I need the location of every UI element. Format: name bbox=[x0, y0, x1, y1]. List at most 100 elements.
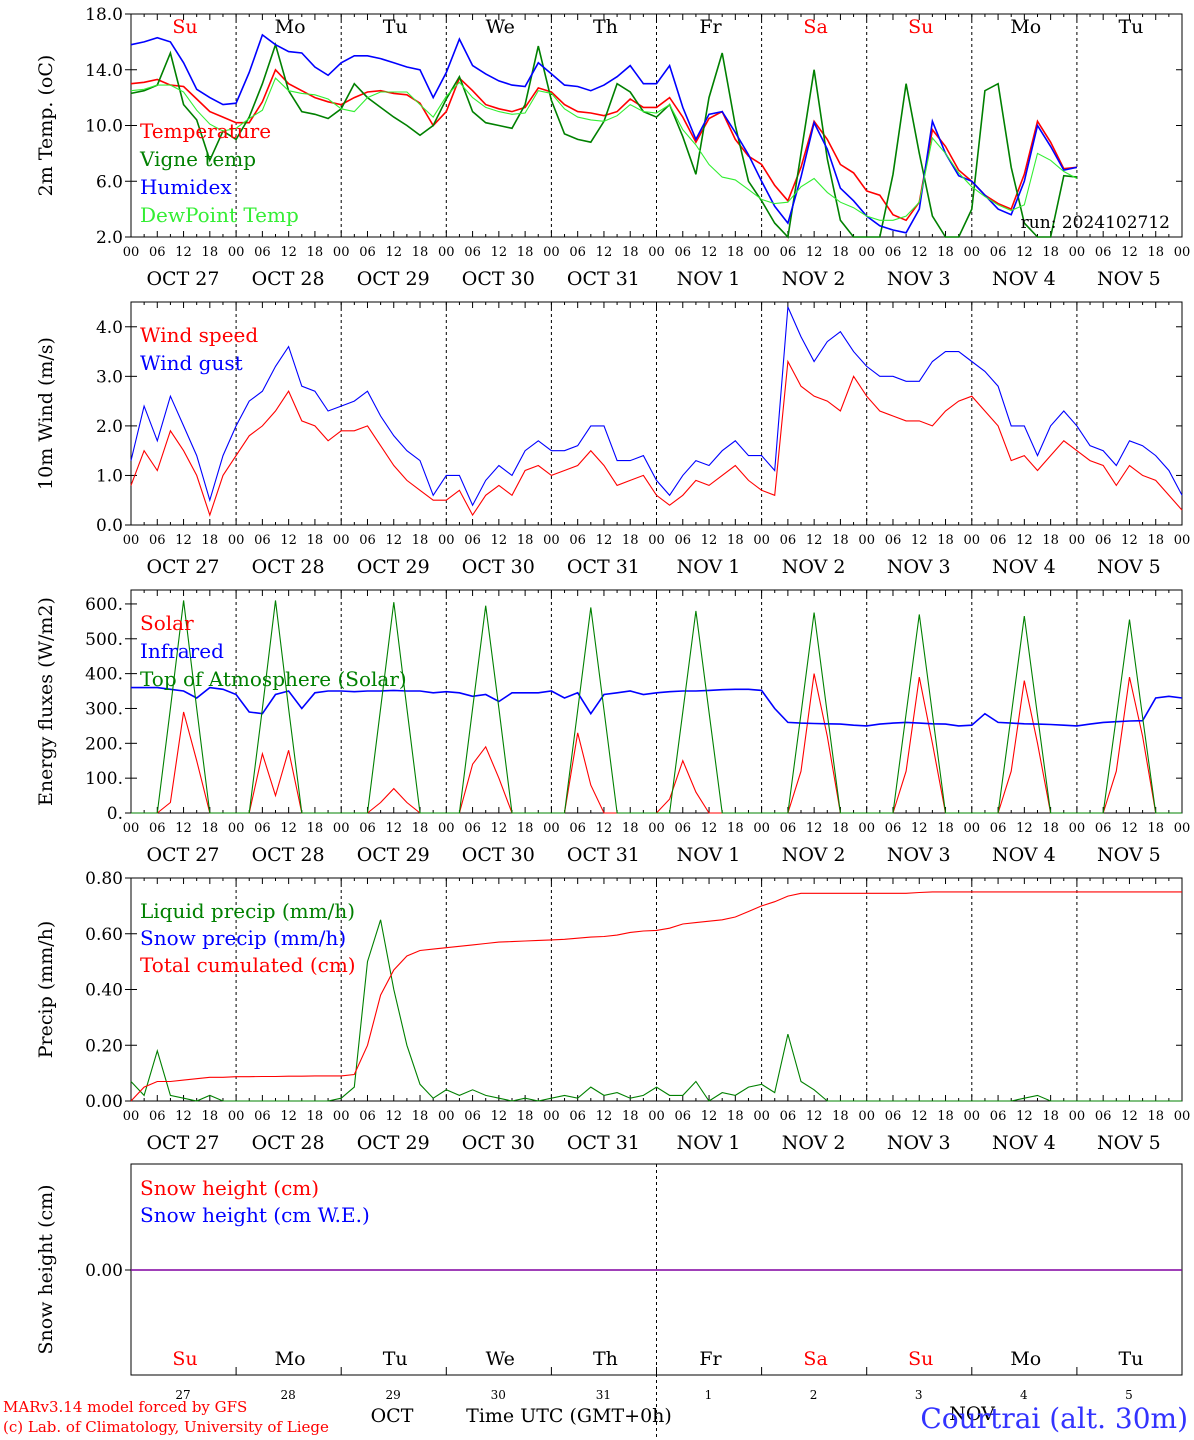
hour-tick-label: 12 bbox=[806, 533, 823, 548]
hour-tick-label: 00 bbox=[753, 533, 770, 548]
legend-entry: DewPoint Temp bbox=[140, 203, 299, 227]
hour-tick-label: 12 bbox=[911, 245, 928, 260]
hour-tick-label: 18 bbox=[1042, 245, 1059, 260]
y-axis-label: 2m Temp. (oC) bbox=[35, 55, 57, 197]
day-label: OCT 29 bbox=[357, 844, 430, 866]
hour-tick-label: 12 bbox=[175, 533, 192, 548]
y-axis-label: 10m Wind (m/s) bbox=[35, 337, 57, 490]
hour-tick-label: 12 bbox=[911, 533, 928, 548]
hour-tick-label: 12 bbox=[701, 533, 718, 548]
hour-tick-label: 00 bbox=[648, 245, 665, 260]
hour-tick-label: 00 bbox=[753, 1109, 770, 1124]
hour-tick-label: 00 bbox=[1069, 533, 1086, 548]
model-credit: MARv3.14 model forced by GFS bbox=[3, 1398, 247, 1416]
y-tick-label: 300. bbox=[85, 699, 123, 719]
y-tick-label: 10.0 bbox=[85, 117, 123, 137]
day-label: OCT 30 bbox=[462, 556, 535, 578]
series-line-1 bbox=[130, 68, 1077, 222]
hour-tick-label: 06 bbox=[675, 533, 692, 548]
hour-tick-label: 00 bbox=[123, 821, 140, 836]
hour-tick-label: 00 bbox=[1069, 821, 1086, 836]
weekday-label: Su bbox=[908, 16, 933, 38]
hour-tick-label: 18 bbox=[1042, 533, 1059, 548]
legend-entry: Liquid precip (mm/h) bbox=[140, 899, 355, 923]
y-axis-label: Snow height (cm) bbox=[35, 1184, 57, 1354]
y-tick-label: 0.60 bbox=[85, 925, 123, 945]
hour-tick-label: 00 bbox=[964, 533, 981, 548]
hour-tick-label: 00 bbox=[1174, 533, 1191, 548]
day-label: OCT 31 bbox=[567, 844, 640, 866]
y-tick-label: 2.0 bbox=[96, 417, 123, 437]
hour-tick-label: 00 bbox=[438, 821, 455, 836]
hour-tick-label: 18 bbox=[832, 533, 849, 548]
hour-tick-label: 12 bbox=[911, 1109, 928, 1124]
hour-tick-label: 12 bbox=[491, 245, 508, 260]
x-axis-label: Time UTC (GMT+0h) bbox=[466, 1405, 672, 1427]
hour-tick-label: 00 bbox=[543, 533, 560, 548]
day-label: OCT 27 bbox=[146, 268, 219, 290]
hour-tick-label: 00 bbox=[333, 245, 350, 260]
legend-entry: Snow precip (mm/h) bbox=[140, 926, 346, 950]
hour-tick-label: 00 bbox=[964, 245, 981, 260]
series-line-2 bbox=[130, 306, 1183, 507]
legend-entry: Solar bbox=[140, 611, 194, 635]
day-number: 3 bbox=[915, 1388, 923, 1402]
weekday-label: Tu bbox=[383, 16, 408, 38]
day-label: OCT 28 bbox=[252, 556, 325, 578]
y-tick-label: 0.0 bbox=[96, 516, 123, 536]
day-label: OCT 31 bbox=[567, 268, 640, 290]
weekday-label: Sa bbox=[803, 1348, 827, 1370]
day-label: NOV 3 bbox=[887, 268, 951, 290]
y-axis-label: Energy fluxes (W/m2) bbox=[35, 597, 57, 806]
day-label: OCT 29 bbox=[357, 1132, 430, 1154]
hour-tick-label: 06 bbox=[885, 1109, 902, 1124]
hour-tick-label: 18 bbox=[517, 1109, 534, 1124]
hour-tick-label: 00 bbox=[858, 245, 875, 260]
hour-tick-label: 00 bbox=[1069, 1109, 1086, 1124]
hour-tick-label: 12 bbox=[385, 1109, 402, 1124]
day-number: 2 bbox=[810, 1388, 818, 1402]
hour-tick-label: 12 bbox=[175, 821, 192, 836]
weekday-label: We bbox=[486, 16, 515, 38]
hour-tick-label: 18 bbox=[937, 1109, 954, 1124]
hour-tick-label: 18 bbox=[622, 1109, 639, 1124]
hour-tick-label: 12 bbox=[701, 821, 718, 836]
y-tick-label: 6.0 bbox=[96, 172, 123, 192]
hour-tick-label: 00 bbox=[333, 821, 350, 836]
day-label: NOV 1 bbox=[677, 844, 741, 866]
hour-tick-label: 06 bbox=[1095, 821, 1112, 836]
hour-tick-label: 18 bbox=[307, 1109, 324, 1124]
chart-panel-1: 00 06 12 18 00 06 12 18 00 06 12 18 00 06 12 18 00 06 12 18… bbox=[35, 5, 1190, 290]
legend-entry: Temperature bbox=[140, 119, 271, 143]
weekday-label: Th bbox=[593, 1348, 618, 1370]
hour-tick-label: 00 bbox=[1174, 245, 1191, 260]
hour-tick-label: 18 bbox=[937, 533, 954, 548]
hour-tick-label: 06 bbox=[359, 1109, 376, 1124]
y-tick-label: 0.40 bbox=[85, 981, 123, 1001]
hour-tick-label: 06 bbox=[254, 245, 271, 260]
hour-tick-label: 12 bbox=[1016, 821, 1033, 836]
hour-tick-label: 12 bbox=[175, 1109, 192, 1124]
day-label: OCT 30 bbox=[462, 1132, 535, 1154]
hour-tick-label: 18 bbox=[622, 245, 639, 260]
hour-tick-label: 18 bbox=[412, 821, 429, 836]
hour-tick-label: 06 bbox=[149, 245, 166, 260]
legend-entry: Wind speed bbox=[140, 323, 258, 347]
day-label: OCT 30 bbox=[462, 268, 535, 290]
hour-tick-label: 12 bbox=[491, 1109, 508, 1124]
day-label: NOV 4 bbox=[992, 268, 1056, 290]
hour-tick-label: 06 bbox=[990, 1109, 1007, 1124]
hour-tick-label: 12 bbox=[1121, 821, 1138, 836]
hour-tick-label: 18 bbox=[727, 533, 744, 548]
legend-entry: Infrared bbox=[140, 639, 224, 663]
hour-tick-label: 12 bbox=[1016, 1109, 1033, 1124]
hour-tick-label: 00 bbox=[333, 1109, 350, 1124]
hour-tick-label: 18 bbox=[202, 821, 219, 836]
hour-tick-label: 18 bbox=[832, 1109, 849, 1124]
hour-tick-label: 12 bbox=[385, 821, 402, 836]
hour-tick-label: 12 bbox=[701, 245, 718, 260]
hour-tick-label: 00 bbox=[543, 821, 560, 836]
hour-tick-label: 06 bbox=[780, 821, 797, 836]
lab-credit: (c) Lab. of Climatology, University of L… bbox=[3, 1418, 329, 1436]
hour-tick-label: 06 bbox=[885, 245, 902, 260]
